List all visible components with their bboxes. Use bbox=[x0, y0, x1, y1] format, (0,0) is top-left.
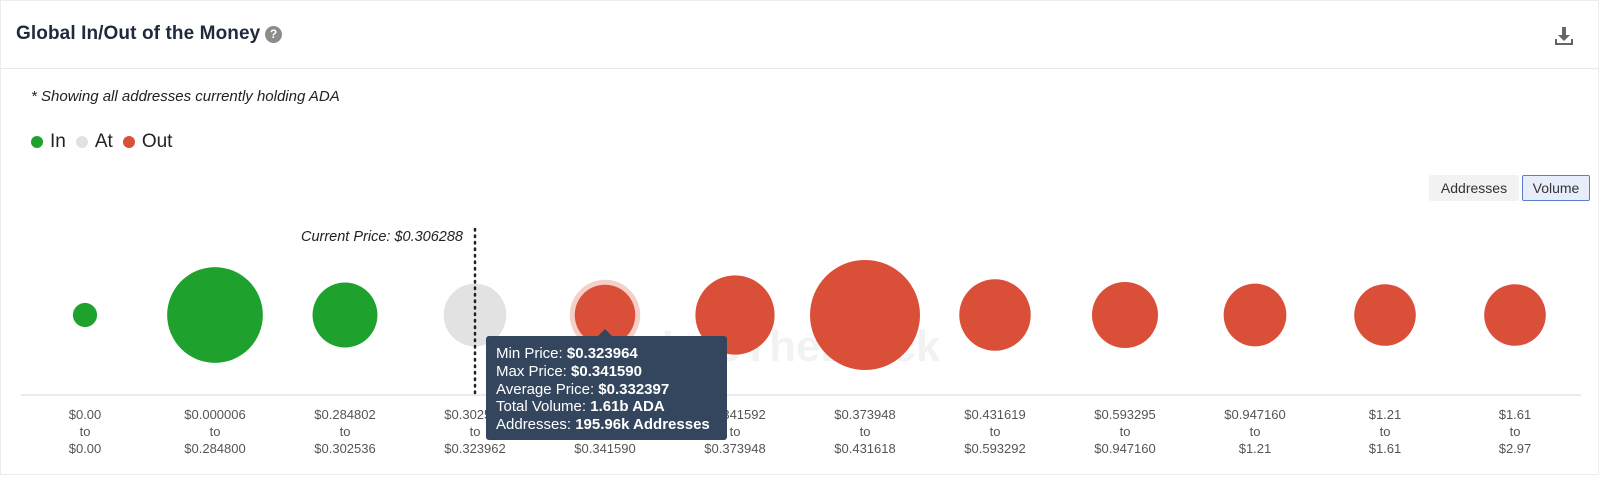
bubble-in[interactable] bbox=[167, 267, 263, 363]
x-tick-line: $2.97 bbox=[1499, 441, 1532, 456]
legend-in[interactable]: In bbox=[31, 131, 66, 153]
x-tick-line: to bbox=[860, 424, 871, 439]
bubble-chart: IntoTheBlock$0.00 to $0.00$0.000006 to $0.28… bbox=[21, 227, 1581, 456]
bubble-out[interactable] bbox=[1092, 282, 1158, 348]
x-tick-label: $0.373948 to $0.431618 bbox=[834, 407, 895, 456]
x-tick-line: to bbox=[80, 424, 91, 439]
bubble-out[interactable] bbox=[1223, 283, 1287, 347]
chart-legend: In At Out bbox=[31, 131, 182, 153]
x-tick-label: $0.341592 to $0.373948 bbox=[704, 407, 765, 456]
x-tick-line: $0.431619 bbox=[964, 407, 1025, 422]
legend-out-label: Out bbox=[141, 131, 173, 152]
x-tick-line: to bbox=[1510, 424, 1521, 439]
x-tick-line: $0.341590 bbox=[574, 441, 635, 456]
bubble-out[interactable] bbox=[810, 260, 920, 370]
volume-toggle-button[interactable]: Volume bbox=[1522, 175, 1590, 201]
x-tick-label: $0.431619 to $0.593292 bbox=[964, 407, 1025, 456]
legend-in-label: In bbox=[50, 131, 66, 152]
bubble-out[interactable] bbox=[1484, 284, 1546, 346]
current-price-label: Current Price: $0.306288 bbox=[301, 229, 463, 245]
bubble-in[interactable] bbox=[72, 302, 98, 328]
x-tick-line: to bbox=[1380, 424, 1391, 439]
help-icon[interactable]: ? bbox=[265, 26, 282, 43]
tooltip-total-volume: Total Volume: 1.61b ADA bbox=[496, 398, 665, 416]
x-tick-label: $0.593295 to $0.947160 bbox=[1094, 407, 1155, 456]
x-tick-label: $1.61 to $2.97 bbox=[1499, 407, 1532, 456]
x-tick-line: $0.000006 bbox=[184, 407, 245, 422]
addresses-toggle-button[interactable]: Addresses bbox=[1429, 175, 1519, 201]
legend-in-swatch bbox=[31, 136, 43, 148]
tooltip-avg-price: Average Price: $0.332397 bbox=[496, 380, 670, 398]
tooltip-min-price: Min Price: $0.323964 bbox=[496, 345, 638, 362]
x-tick-line: $0.431618 bbox=[834, 441, 895, 456]
x-tick-label: $0.00 to $0.00 bbox=[69, 407, 102, 456]
tooltip-addresses: Addresses: 195.96k Addresses bbox=[496, 416, 710, 434]
bubble-out[interactable] bbox=[1354, 284, 1416, 346]
x-tick-line: to bbox=[470, 424, 481, 439]
x-tick-line: to bbox=[340, 424, 351, 439]
bubble-out[interactable] bbox=[959, 279, 1031, 351]
download-icon[interactable] bbox=[1553, 25, 1575, 47]
widget-header: Global In/Out of the Money ? bbox=[1, 1, 1598, 69]
x-tick-line: $0.00 bbox=[69, 441, 102, 456]
x-tick-line: to bbox=[730, 424, 741, 439]
x-tick-line: $0.947160 bbox=[1224, 407, 1285, 422]
legend-out-swatch bbox=[122, 136, 135, 148]
bubble-out[interactable] bbox=[574, 284, 636, 346]
x-tick-line: $1.21 bbox=[1239, 441, 1272, 456]
x-tick-line: $0.593292 bbox=[964, 441, 1025, 456]
x-tick-line: $1.61 bbox=[1369, 441, 1402, 456]
legend-out[interactable]: Out bbox=[122, 131, 173, 153]
x-tick-line: to bbox=[1120, 424, 1131, 439]
x-tick-line: $0.323962 bbox=[444, 441, 505, 456]
x-tick-label: $0.284802 to $0.302536 bbox=[314, 407, 375, 456]
x-tick-line: $0.284802 bbox=[314, 407, 375, 422]
legend-at-label: At bbox=[94, 131, 113, 152]
x-tick-line: $0.284800 bbox=[184, 441, 245, 456]
widget-title: Global In/Out of the Money bbox=[16, 23, 261, 44]
x-tick-line: $0.947160 bbox=[1094, 441, 1155, 456]
tooltip-max-price: Max Price: $0.341590 bbox=[496, 362, 642, 380]
x-tick-label: $0.000006 to $0.284800 bbox=[184, 407, 245, 456]
holding-note: * Showing all addresses currently holdin… bbox=[31, 88, 340, 105]
x-tick-line: $0.373948 bbox=[834, 407, 895, 422]
legend-at[interactable]: At bbox=[75, 131, 113, 153]
x-tick-line: $0.373948 bbox=[704, 441, 765, 456]
x-tick-line: $1.61 bbox=[1499, 407, 1532, 422]
x-tick-line: $0.593295 bbox=[1094, 407, 1155, 422]
x-tick-line: $0.00 bbox=[69, 407, 102, 422]
x-tick-line: $0.302536 bbox=[314, 441, 375, 456]
x-tick-label: $0.947160 to $1.21 bbox=[1224, 407, 1285, 456]
x-tick-line: to bbox=[990, 424, 1001, 439]
bubble-tooltip: Min Price: $0.323964 Max Price: $0.34159… bbox=[486, 329, 727, 440]
x-tick-line: to bbox=[1250, 424, 1261, 439]
x-tick-label: $1.21 to $1.61 bbox=[1369, 407, 1402, 456]
tooltip-arrow bbox=[598, 329, 612, 336]
bubble-in[interactable] bbox=[312, 282, 378, 348]
x-tick-line: to bbox=[210, 424, 221, 439]
bubble-out[interactable] bbox=[695, 275, 775, 355]
x-tick-line: $1.21 bbox=[1369, 407, 1402, 422]
legend-at-swatch bbox=[75, 136, 88, 148]
